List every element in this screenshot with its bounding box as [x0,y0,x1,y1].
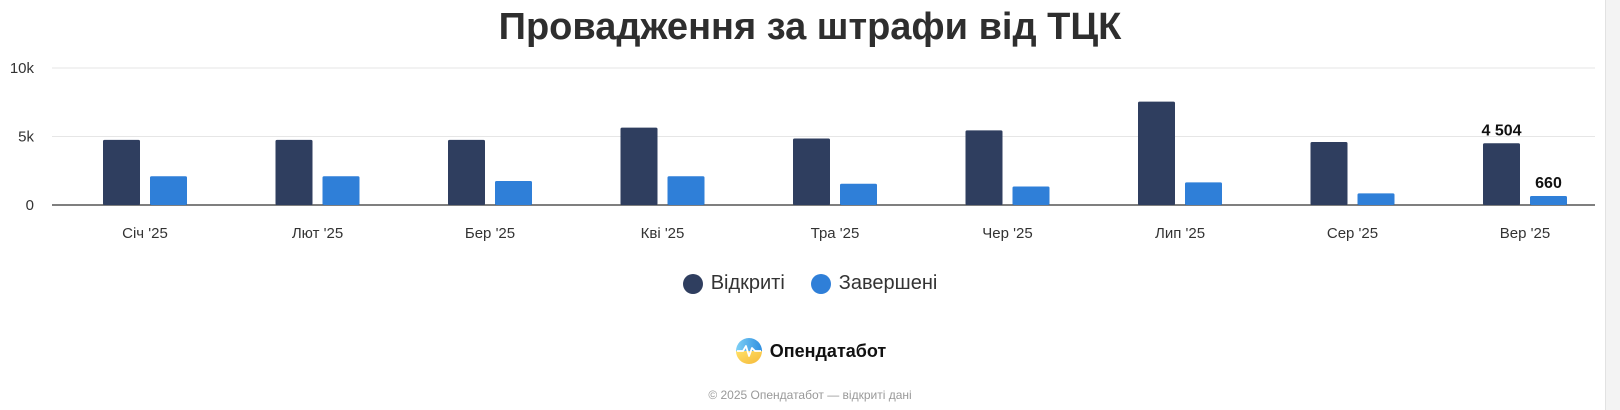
bar-closed [667,176,705,205]
x-tick-label: Лют '25 [292,225,343,242]
y-tick-label: 5k [18,129,34,146]
legend-item-opened[interactable]: Відкриті [682,272,785,295]
x-tick-label: Січ '25 [122,225,168,242]
data-label: 4 504 [1481,122,1521,139]
x-tick-label: Тра '25 [811,225,860,242]
bar-closed [1530,195,1567,205]
legend-label-closed: Завершені [838,272,938,294]
bar-opened [1310,141,1348,205]
chart-title: Провадження за штрафи від ТЦК [498,6,1122,48]
data-label: 660 [1535,175,1562,192]
legend-item-closed[interactable]: Завершені [810,272,938,295]
bar-opened [103,139,140,205]
x-tick-label: Сер '25 [1327,225,1378,242]
x-tick-label: Бер '25 [465,225,515,242]
legend-label-opened: Відкриті [710,272,785,294]
bar-opened [965,130,1003,205]
x-tick-label: Чер '25 [982,225,1032,242]
y-tick-label: 10k [10,60,35,77]
chart-plot: 0 5k 10k Січ '25 Лют '25 Бер '25 Кві '25 Тра '2… [10,60,1595,242]
bar-opened [1138,101,1175,205]
legend-swatch-closed [810,273,831,294]
bar-opened [793,138,830,205]
opendatabot-logo-icon [735,338,762,364]
bar-closed [495,181,532,205]
legend: Відкриті Завершені [0,272,1620,295]
bar-opened [448,139,485,205]
y-tick-label: 0 [26,197,34,214]
bar-opened [620,127,658,205]
bar-opened [1483,143,1520,205]
footer-copyright: © 2025 Опендатабот — відкриті дані [708,388,912,402]
bar-closed [150,176,187,205]
x-tick-label: Вер '25 [1500,225,1550,242]
brand[interactable]: Опендатабот [0,336,1620,366]
legend-swatch-opened [682,273,703,294]
bar-closed [1357,193,1395,205]
bar-closed [1012,186,1050,205]
x-tick-label: Лип '25 [1155,225,1205,242]
x-tick-label: Кві '25 [641,225,685,242]
brand-name: Опендатабот [769,340,887,361]
bar-closed [322,176,360,205]
bar-opened [275,139,313,205]
bar-closed [840,183,877,205]
page-scrollbar[interactable] [1605,0,1620,410]
bar-closed [1185,182,1222,205]
